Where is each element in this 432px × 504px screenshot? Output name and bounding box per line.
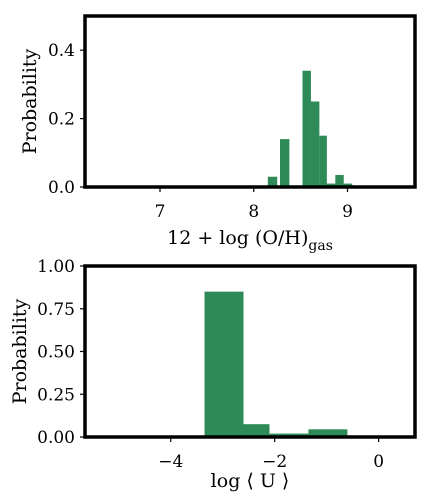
- metallicity-frame: [83, 14, 417, 189]
- metallicity-xlabel-subscript: gas: [308, 238, 333, 254]
- metallicity-bar-4: [319, 135, 327, 187]
- metallicity-bar-0: [267, 176, 278, 187]
- ionization-ylabel: Probability: [9, 298, 31, 404]
- metallicity-xtick-label-2: 9: [342, 202, 353, 222]
- ionization-ytick-label-0: 0.00: [37, 428, 75, 448]
- metallicity-xlabel: 12 + log (O/H)gas: [167, 227, 333, 254]
- metallicity-xtick-label-0: 7: [155, 202, 166, 222]
- metallicity-bar-1: [280, 139, 290, 187]
- ionization-xlabel: log ⟨ U ⟩: [211, 470, 290, 492]
- metallicity-panel: 7 8 9 0.0 0.2 0.4 12 + log (O/H)gas Probability: [19, 14, 417, 254]
- metallicity-ylabel: Probability: [19, 48, 41, 154]
- ionization-bar-1: [243, 424, 270, 437]
- ionization-ytick-label-1: 0.25: [37, 385, 75, 405]
- metallicity-ytick-label-2: 0.4: [48, 41, 75, 61]
- metallicity-bar-2: [302, 70, 311, 187]
- ionization-ytick-label-4: 1.00: [37, 257, 75, 277]
- ionization-bar-3: [308, 429, 348, 437]
- metallicity-bar-3: [310, 101, 320, 187]
- ionization-bar-0: [204, 291, 244, 437]
- ionization-ytick-label-2: 0.50: [37, 343, 75, 363]
- metallicity-bar-6: [335, 175, 344, 187]
- ionization-xtick-label-1: −2: [262, 452, 287, 472]
- ionization-xtick-label-0: −4: [158, 452, 183, 472]
- ionization-frame: [83, 264, 417, 439]
- ionization-xlabel-text: log ⟨ U ⟩: [211, 470, 290, 492]
- metallicity-ytick-label-1: 0.2: [48, 110, 75, 130]
- ionization-ytick-label-3: 0.75: [37, 300, 75, 320]
- ionization-panel: −4 −2 0 0.00 0.25 0.50 0.75 1.00 log ⟨ U ⟩ Probab…: [9, 257, 417, 492]
- metallicity-xlabel-text: 12 + log (O/H): [167, 227, 308, 249]
- metallicity-ytick-label-0: 0.0: [48, 178, 75, 198]
- ionization-xtick-label-2: 0: [373, 452, 384, 472]
- metallicity-xtick-label-1: 8: [248, 202, 259, 222]
